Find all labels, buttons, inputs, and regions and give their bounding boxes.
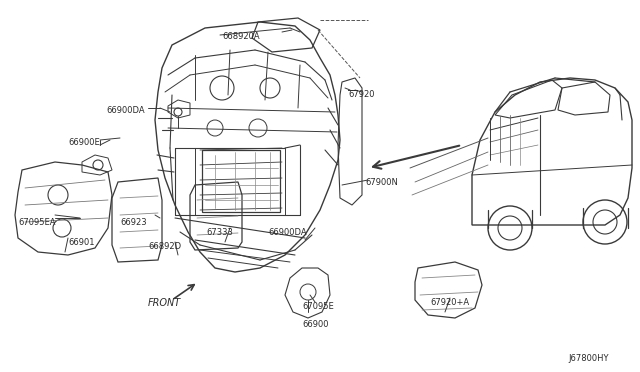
Text: 67333: 67333 <box>206 228 233 237</box>
Text: 67095EA: 67095EA <box>18 218 56 227</box>
Text: 66900E: 66900E <box>68 138 100 147</box>
Text: 67095E: 67095E <box>302 302 333 311</box>
Text: 66900DA: 66900DA <box>268 228 307 237</box>
Text: FRONT: FRONT <box>148 298 181 308</box>
Text: 66900DA: 66900DA <box>106 106 145 115</box>
Text: 66892D: 66892D <box>148 242 181 251</box>
Text: 67900N: 67900N <box>365 178 398 187</box>
Text: J67800HY: J67800HY <box>568 354 609 363</box>
Text: 668920A: 668920A <box>222 32 260 41</box>
Text: 66923: 66923 <box>120 218 147 227</box>
Text: 67920: 67920 <box>348 90 374 99</box>
Text: 66901: 66901 <box>68 238 95 247</box>
Text: 66900: 66900 <box>302 320 328 329</box>
Text: 67920+A: 67920+A <box>430 298 469 307</box>
